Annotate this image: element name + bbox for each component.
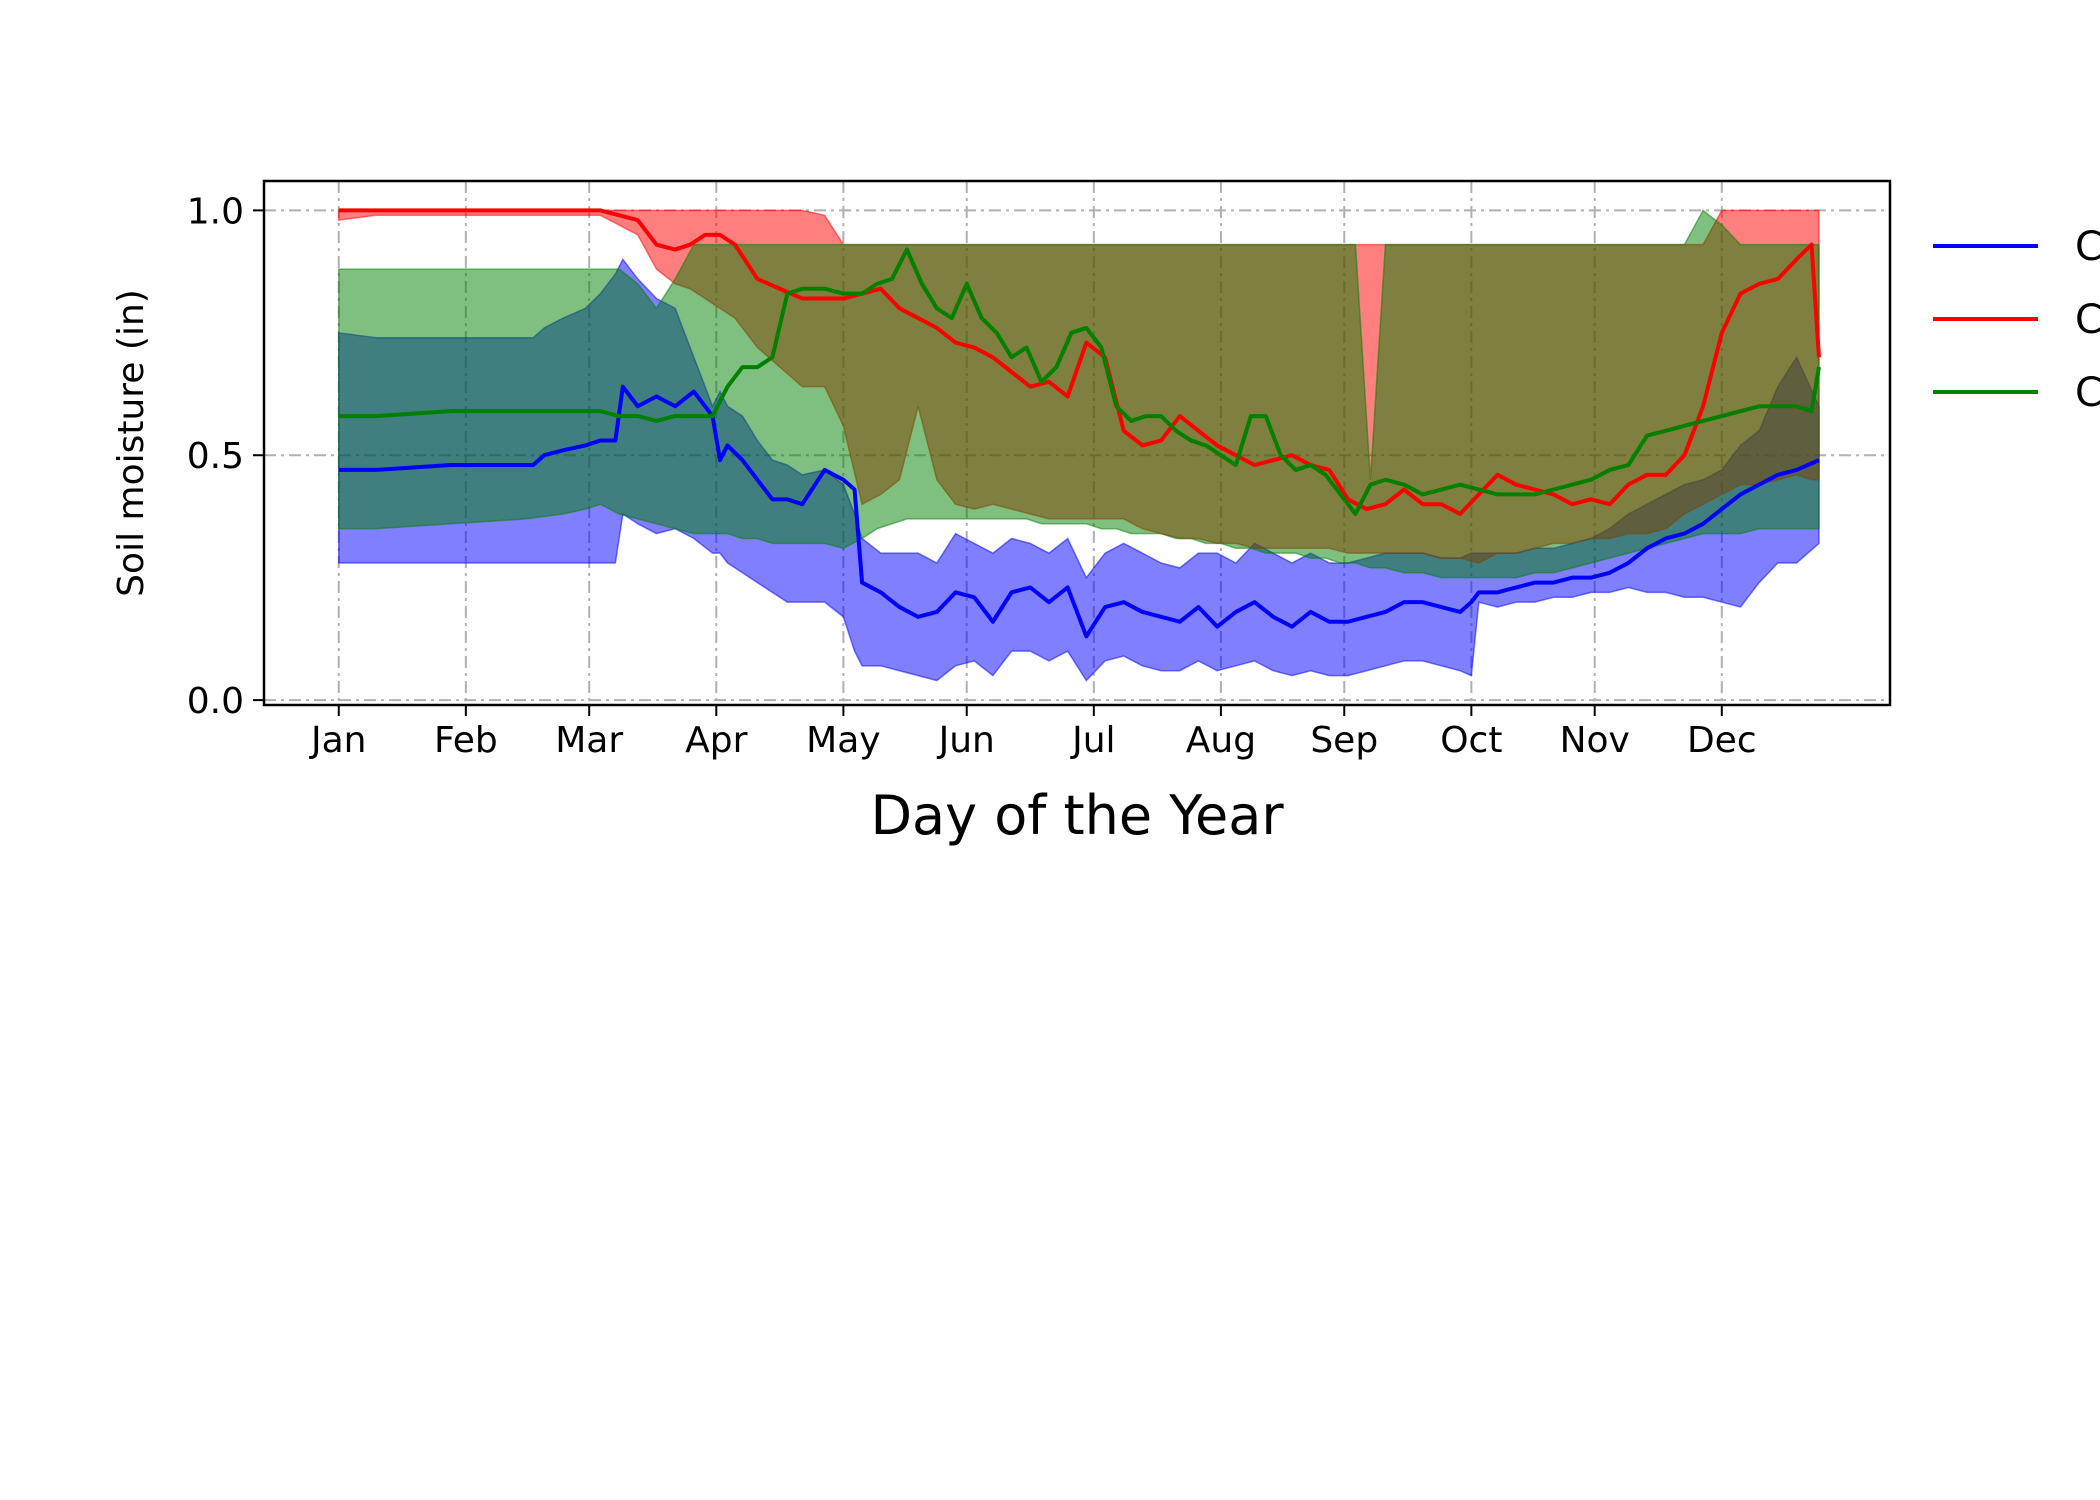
- y-axis-ticks: 0.0 0.5 1.0: [187, 191, 264, 722]
- x-axis-label: Day of the Year: [870, 784, 1284, 847]
- line-series-1: [338, 208, 1821, 517]
- uncertainty-bands: [338, 209, 1820, 682]
- plot-frame: [262, 179, 1892, 707]
- x-tick-label-0: Jan: [309, 720, 367, 761]
- legend: CCC: [1933, 224, 2100, 416]
- x-tick-label-4: May: [806, 720, 880, 761]
- legend-label-2: C: [2075, 370, 2100, 416]
- legend-label-0: C: [2075, 224, 2100, 270]
- y-tick-label-0: 0.0: [187, 681, 244, 722]
- x-tick-label-5: Jun: [937, 720, 995, 761]
- x-tick-label-8: Sep: [1310, 720, 1378, 761]
- line-series-2: [338, 247, 1821, 517]
- x-axis-ticks: Jan Feb Mar Apr May Jun Jul Aug Sep Oct Nov Dec: [309, 705, 1757, 761]
- x-tick-label-3: Apr: [685, 720, 747, 761]
- y-tick-label-2: 1.0: [187, 191, 244, 232]
- y-tick-label-1: 0.5: [187, 436, 244, 477]
- legend-label-1: C: [2075, 297, 2100, 343]
- y-axis-label: Soil moisture (in): [111, 289, 152, 597]
- x-tick-label-2: Mar: [555, 720, 623, 761]
- x-tick-label-1: Feb: [434, 720, 498, 761]
- x-tick-label-9: Oct: [1440, 720, 1502, 761]
- x-tick-label-7: Aug: [1186, 720, 1256, 761]
- mean-lines: [338, 208, 1821, 639]
- x-tick-label-10: Nov: [1560, 720, 1630, 761]
- x-tick-label-6: Jul: [1070, 720, 1115, 761]
- line-series-0: [338, 384, 1820, 639]
- x-tick-label-11: Dec: [1687, 720, 1757, 761]
